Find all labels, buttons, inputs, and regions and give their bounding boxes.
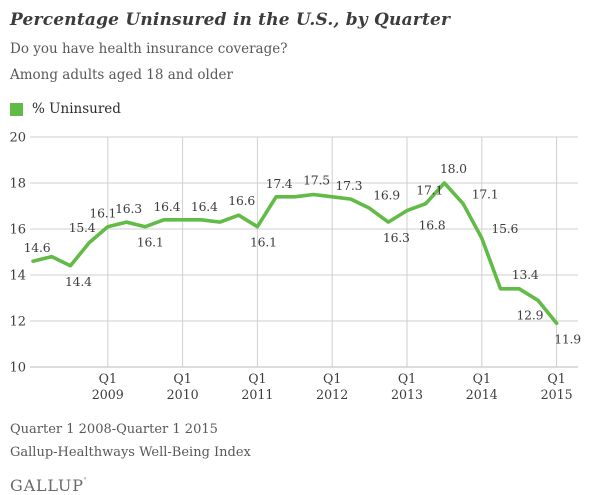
point-label: 16.4 [191,199,218,214]
x-axis-tick-label: Q1 [248,371,266,386]
point-label: 16.6 [228,193,255,208]
gallup-logo-trademark: ' [83,477,87,488]
source-note: Gallup-Healthways Well-Being Index [10,444,251,460]
point-label: 16.3 [383,230,410,245]
legend-label: % Uninsured [32,101,121,118]
x-axis-tick-label: Q1 [173,371,191,386]
gallup-logo-text: GALLUP [10,476,84,495]
page-title: Percentage Uninsured in the U.S., by Qua… [10,10,451,30]
chart-canvas: 201816141210Q12009Q12010Q12011Q12012Q120… [9,131,581,403]
point-label: 15.6 [491,221,518,236]
y-axis-tick-label: 20 [9,131,26,146]
x-axis-tick-label: 2013 [391,387,423,402]
x-axis-tick-label: 2011 [241,387,273,402]
x-axis-tick-label: 2010 [167,387,199,402]
subtitle-question: Do you have health insurance coverage? [10,41,288,57]
x-axis-tick-label: 2015 [541,387,573,402]
chart-footer: Quarter 1 2008-Quarter 1 2015 Gallup-Hea… [10,421,590,495]
point-label: 16.1 [137,235,164,250]
subtitle-population: Among adults aged 18 and older [10,66,233,83]
point-label: 17.4 [266,176,293,191]
point-label: 16.8 [419,218,446,233]
point-label: 12.9 [517,307,544,322]
point-label: 18.0 [440,161,467,176]
x-axis-tick-label: Q1 [547,371,565,386]
point-label: 16.1 [89,206,116,221]
point-label: 15.4 [69,220,96,235]
point-label: 14.6 [24,240,51,255]
legend: % Uninsured [10,101,590,117]
chart-header: Percentage Uninsured in the U.S., by Qua… [10,10,590,84]
point-label: 13.4 [512,267,539,282]
x-axis-tick-label: 2014 [466,387,498,402]
uninsured-trend-chart: 20 18 16 14 12 10 Q1 2009 Q1 2010 Q1 2011 Q1 2012 Q1 20… [0,125,600,417]
point-label: 17.1 [416,183,443,198]
x-axis-tick-label: Q1 [473,371,491,386]
date-range-note: Quarter 1 2008-Quarter 1 2015 [10,422,218,438]
point-label: 11.9 [554,331,581,346]
x-axis-tick-label: Q1 [323,371,341,386]
y-axis-tick-label: 18 [9,177,26,192]
x-axis-tick-label: 2012 [316,387,348,402]
point-label: 14.4 [65,274,92,289]
point-label: 17.1 [472,187,499,202]
point-label: 17.3 [336,178,363,193]
y-axis-tick-label: 10 [9,361,26,376]
point-label: 16.1 [250,235,277,250]
y-axis-tick-label: 16 [9,223,26,238]
point-label: 16.9 [373,187,400,202]
x-axis-tick-label: Q1 [398,371,416,386]
y-axis-tick-label: 14 [9,269,26,284]
point-label: 16.4 [154,199,181,214]
gallup-logo: GALLUP' [10,476,590,495]
trend-line-uninsured [31,181,559,326]
point-label: 16.3 [115,201,142,216]
legend-swatch [10,102,23,116]
y-axis-tick-label: 12 [9,315,26,330]
point-label: 17.5 [303,173,330,188]
x-axis-tick-label: 2009 [92,387,124,402]
x-axis-tick-label: Q1 [99,371,117,386]
